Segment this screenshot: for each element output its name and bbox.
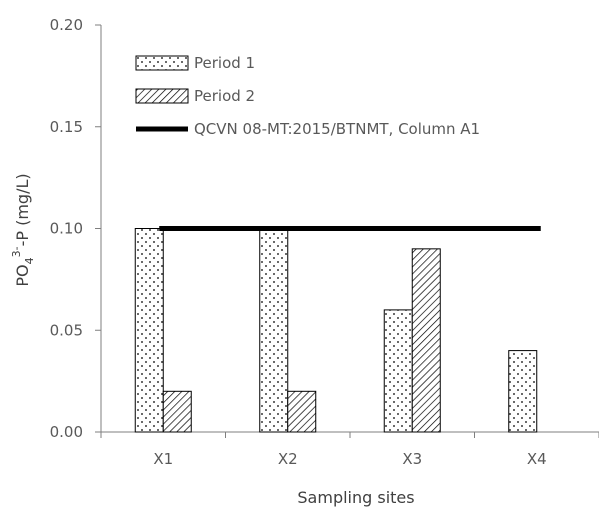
y-tick-label: 0.20 — [50, 16, 83, 34]
y-tick-label: 0.15 — [50, 118, 83, 136]
bar-series-1 — [259, 228, 289, 433]
x-tick-label: X2 — [278, 450, 298, 468]
x-tick-label: X4 — [527, 450, 547, 468]
y-tick-label: 0.10 — [50, 220, 83, 238]
x-tick-label: X3 — [402, 450, 422, 468]
bars — [134, 228, 538, 433]
bar-series-1 — [383, 309, 413, 433]
bar-series-2 — [162, 390, 192, 433]
legend-swatch-series-1 — [135, 55, 189, 71]
y-axis: 0.00 0.05 0.10 0.15 0.20 — [50, 16, 102, 441]
legend-label-reference-line: QCVN 08-MT:2015/BTNMT, Column A1 — [194, 120, 480, 138]
x-tick-label: X1 — [153, 450, 173, 468]
bar-series-2 — [411, 248, 441, 433]
legend-label-series-2: Period 2 — [194, 87, 255, 105]
y-axis-title: PO43--P (mg/L) — [10, 173, 36, 286]
x-axis: X1 X2 X3 X4 — [100, 431, 599, 468]
legend-swatch-series-2 — [135, 88, 189, 104]
bar-series-1 — [134, 228, 164, 433]
y-tick-label: 0.05 — [50, 321, 83, 339]
legend: Period 1 Period 2 QCVN 08-MT:2015/BTNMT, C… — [135, 54, 480, 138]
y-tick-label: 0.00 — [50, 423, 83, 441]
bar-series-1 — [508, 350, 538, 433]
legend-label-series-1: Period 1 — [194, 54, 255, 72]
x-axis-title: Sampling sites — [297, 488, 414, 507]
bar-series-2 — [287, 390, 317, 433]
